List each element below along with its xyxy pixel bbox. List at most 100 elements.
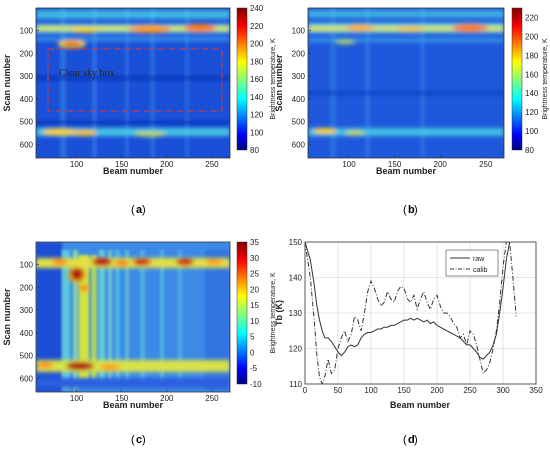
svg-text:): ): [414, 204, 418, 216]
heatmap-b-field: [308, 8, 504, 158]
colorbar-tick-label-b: 220: [525, 13, 539, 22]
x-tick-label-c: 100: [70, 394, 84, 403]
y-tick-label-b: 300: [292, 72, 306, 81]
colorbar-label-c: Brightness temperature, K: [270, 272, 277, 354]
x-axis-label-b: Beam number: [376, 166, 437, 176]
clear-sky-box-label: Clear sky box: [59, 68, 115, 79]
colorbar-tick-label-c: 25: [250, 270, 259, 279]
caption-c: ( c ): [131, 434, 146, 446]
colorbar-tick-label-a: 200: [250, 40, 264, 49]
y-tick-label-c: 400: [20, 329, 34, 338]
lines-d: [305, 242, 517, 384]
colorbar-a: [236, 7, 248, 151]
y-tick-label-b: 400: [292, 95, 306, 104]
y-tick-label-d: 120: [289, 345, 303, 354]
colorbar-tick-label-c: -5: [250, 364, 258, 373]
colorbar-tick-label-b: 180: [525, 51, 539, 60]
x-tick-label-d: 250: [463, 386, 477, 395]
x-tick-label-d: 100: [364, 386, 378, 395]
panel-a: Clear sky box 100 150 200 250 100 200 300 400 50…: [2, 4, 277, 216]
y-tick-label-c: 600: [20, 374, 34, 383]
y-tick-label-c: 300: [20, 306, 34, 315]
caption-b: ( b ): [403, 204, 418, 216]
caption-d-letter: d: [408, 434, 415, 446]
y-tick-label-d: 110: [289, 380, 302, 389]
x-tick-label-a: 200: [160, 160, 174, 169]
y-tick-label-b: 200: [292, 49, 306, 58]
series-line-calib: [305, 242, 517, 384]
colorbar-tick-label-b: 80: [525, 146, 534, 155]
y-tick-label-b: 600: [292, 140, 306, 149]
x-tick-label-c: 150: [115, 394, 129, 403]
series-line-raw: [305, 242, 511, 360]
y-tick-label-d: 140: [289, 274, 303, 283]
x-tick-label-a: 250: [205, 160, 219, 169]
x-tick-label-a: 100: [70, 160, 84, 169]
x-tick-label-b: 250: [479, 160, 493, 169]
colorbar-tick-label-a: 160: [250, 75, 264, 84]
colorbar-tick-label-c: 20: [250, 285, 259, 294]
caption-b-letter: b: [408, 204, 415, 216]
x-tick-label-d: 350: [529, 386, 543, 395]
y-tick-label-c: 500: [20, 352, 34, 361]
colorbar-tick-label-a: 100: [250, 128, 264, 137]
svg-text:): ): [142, 204, 146, 216]
x-tick-label-a: 150: [115, 160, 129, 169]
x-tick-label-d: 150: [397, 386, 411, 395]
heatmap-c-frame: [35, 241, 231, 393]
panel-d: 0 50 100 150 200 250 300 350 110 120 130 140 150 raw…: [274, 238, 543, 446]
colorbar-c: [236, 241, 248, 385]
colorbar-label-b: Brightness temperature, K: [542, 38, 549, 120]
y-tick-label-b: 500: [292, 118, 306, 127]
caption-c-letter: c: [136, 434, 142, 446]
y-axis-label-c: Scan number: [2, 288, 12, 346]
svg-text:(: (: [403, 204, 407, 216]
y-axis-label-a: Scan number: [2, 54, 12, 112]
x-tick-label-d: 0: [303, 386, 308, 395]
legend-raw-label: raw: [473, 256, 485, 263]
colorbar-tick-label-b: 140: [525, 89, 539, 98]
colorbar-tick-label-c: -10: [250, 380, 262, 389]
x-tick-label-d: 300: [496, 386, 510, 395]
plot-d-frame: [304, 241, 537, 385]
clear-sky-box: [47, 48, 223, 112]
colorbar-tick-label-a: 220: [250, 22, 264, 31]
heatmap-b-frame: [307, 7, 505, 159]
y-axis-label-d: Tb (K): [274, 300, 284, 326]
y-tick-label-c: 100: [20, 261, 34, 270]
colorbar-tick-label-a: 80: [250, 146, 259, 155]
colorbar-tick-label-b: 200: [525, 32, 539, 41]
axes-d: 0 50 100 150 200 250 300 350 110 120 130 140 150: [289, 238, 544, 395]
panel-b: 100 150 200 250 100 200 300 400 500 600 80 100 120 14…: [274, 7, 549, 216]
y-tick-label-a: 300: [20, 72, 34, 81]
x-tick-label-b: 150: [388, 160, 402, 169]
x-axis-label-a: Beam number: [103, 166, 164, 176]
svg-text:(: (: [131, 204, 135, 216]
y-tick-label-d: 130: [289, 309, 303, 318]
y-tick-label-a: 400: [20, 95, 34, 104]
y-tick-label-a: 200: [20, 49, 34, 58]
legend-box: [445, 249, 499, 277]
axes-c: 100 150 200 250 100 200 300 400 500 600 -10 -5 0 5 10 1…: [20, 238, 262, 403]
caption-d: ( d ): [403, 434, 418, 446]
colorbar-tick-label-c: 10: [250, 317, 259, 326]
y-tick-label-b: 100: [292, 27, 306, 36]
x-tick-label-d: 50: [334, 386, 343, 395]
colorbar-tick-label-c: 35: [250, 238, 259, 247]
heatmap-c-field: [36, 242, 230, 392]
legend-calib-label: calib: [473, 267, 488, 274]
colorbar-tick-label-a: 140: [250, 93, 264, 102]
x-tick-label-c: 250: [205, 394, 219, 403]
colorbar-label-a: Brightness temperature, K: [270, 38, 277, 120]
colorbar-tick-label-b: 160: [525, 70, 539, 79]
svg-text:(: (: [403, 434, 407, 446]
axes-a: 100 150 200 250 100 200 300 400 500 600 80 100 120 14…: [20, 4, 264, 169]
y-axis-label-b: Scan number: [274, 54, 284, 112]
y-tick-label-d: 150: [289, 238, 303, 247]
colorbar-tick-label-a: 120: [250, 111, 264, 120]
caption-a-letter: a: [136, 204, 143, 216]
colorbar-tick-label-c: 30: [250, 254, 259, 263]
x-tick-label-b: 100: [342, 160, 356, 169]
panel-c: 100 150 200 250 100 200 300 400 500 600 -10 -5 0 5 10 1…: [2, 238, 277, 446]
